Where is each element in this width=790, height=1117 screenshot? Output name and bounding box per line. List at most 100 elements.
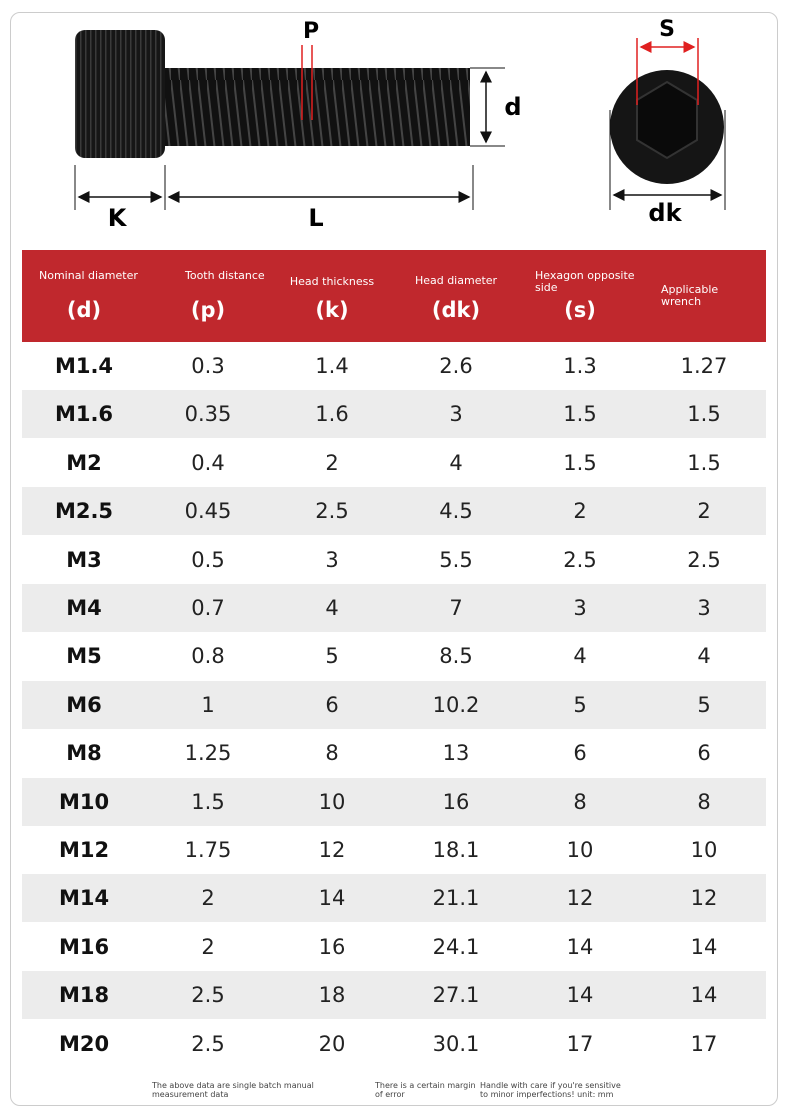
table-cell: 17 — [690, 1031, 718, 1056]
table-cell: 3 — [573, 596, 587, 620]
table-cell: 0.5 — [191, 547, 225, 572]
footer-note: There is a certain margin of error — [375, 1081, 476, 1099]
table-cell: 18 — [318, 983, 346, 1008]
table-cell: 8 — [573, 789, 587, 814]
table-cell: 1.6 — [315, 402, 349, 427]
table-cell: 10 — [318, 789, 346, 814]
table-row: M20 2.5 20 30.1 17 17 — [22, 1020, 766, 1068]
label-d: d — [504, 93, 521, 121]
table-cell: 5 — [697, 692, 711, 717]
table-cell: 2.6 — [439, 354, 473, 378]
table-cell: 4.5 — [439, 499, 473, 524]
table-row: M10 1.5 10 16 8 8 — [22, 777, 766, 826]
table-cell: 2 — [201, 934, 215, 959]
table-cell: M18 — [58, 983, 110, 1008]
table-cell: 1.3 — [563, 354, 597, 378]
table-cell: 2.5 — [563, 547, 597, 572]
table-cell: 10 — [566, 838, 594, 862]
table-cell: 20 — [318, 1031, 346, 1056]
table-cell: 8.5 — [439, 644, 473, 669]
label-s: S — [659, 17, 675, 42]
table-cell: 2 — [325, 450, 339, 475]
table-cell: 4 — [573, 644, 587, 669]
table-row: M3 0.5 3 5.5 2.5 2.5 — [22, 536, 766, 584]
table-cell: 5 — [325, 644, 339, 669]
table-cell: 2 — [697, 499, 711, 524]
header-label: Tooth distance — [185, 269, 265, 282]
header-cell: Nominal diameter (d) — [22, 250, 146, 342]
table-cell: M16 — [58, 934, 110, 959]
table-cell: 8 — [325, 741, 339, 766]
table-cell: 10 — [690, 838, 718, 862]
table-cell: 0.3 — [191, 354, 225, 378]
table-cell: 6 — [697, 741, 711, 766]
header-cell: Head thickness (k) — [270, 250, 394, 342]
table-cell: M12 — [58, 838, 110, 862]
table-cell: M2.5 — [54, 499, 114, 524]
header-symbol: (p) — [190, 298, 226, 322]
table-row: M2 0.4 2 4 1.5 1.5 — [22, 439, 766, 487]
table-cell: 14 — [566, 983, 594, 1008]
table-row: M1.6 0.35 1.6 3 1.5 1.5 — [22, 390, 766, 439]
table-cell: 0.45 — [184, 499, 232, 524]
table-cell: 12 — [318, 838, 346, 862]
table-cell: 4 — [697, 644, 711, 669]
label-k: K — [108, 204, 128, 232]
table-row: M16 2 16 24.1 14 14 — [22, 923, 766, 971]
table-cell: M2 — [66, 450, 102, 475]
table-cell: 17 — [566, 1031, 594, 1056]
table-row: M18 2.5 18 27.1 14 14 — [22, 971, 766, 1020]
table-cell: 2 — [201, 886, 215, 911]
table-cell: 1.27 — [680, 354, 728, 378]
table-cell: 0.4 — [191, 450, 225, 475]
table-cell: M6 — [66, 692, 102, 717]
table-cell: 14 — [690, 983, 718, 1008]
table-cell: 10.2 — [432, 692, 480, 717]
table-cell: 0.7 — [191, 596, 225, 620]
table-header: Nominal diameter (d) Tooth distance (p) Head… — [22, 250, 766, 342]
header-symbol: (d) — [66, 298, 102, 322]
table-cell: 12 — [690, 886, 718, 911]
table-cell: 5 — [573, 692, 587, 717]
header-cell: Hexagon opposite side (s) — [518, 250, 642, 342]
table-row: M1.4 0.3 1.4 2.6 1.3 1.27 — [22, 342, 766, 390]
table-cell: 3 — [449, 402, 463, 427]
table-cell: 2.5 — [191, 983, 225, 1008]
table-cell: 4 — [325, 596, 339, 620]
table-cell: 2.5 — [315, 499, 349, 524]
table-cell: 18.1 — [432, 838, 480, 862]
table-cell: 7 — [449, 596, 463, 620]
table-row: M4 0.7 4 7 3 3 — [22, 584, 766, 632]
bolt-head — [75, 30, 165, 158]
table-cell: 27.1 — [432, 983, 480, 1008]
table-row: M6 1 6 10.2 5 5 — [22, 680, 766, 729]
table-cell: 1.4 — [315, 354, 349, 378]
table-cell: M14 — [58, 886, 110, 911]
table-cell: 5.5 — [439, 547, 473, 572]
header-symbol: (dk) — [431, 298, 481, 322]
table-cell: 1.25 — [184, 741, 232, 766]
header-cell: Head diameter (dk) — [394, 250, 518, 342]
table-cell: 14 — [566, 934, 594, 959]
footer-note: Handle with care if you're sensitive to … — [480, 1081, 621, 1099]
table-row: M8 1.25 8 13 6 6 — [22, 729, 766, 777]
table-cell: 13 — [442, 741, 470, 766]
table-cell: M3 — [66, 547, 102, 572]
header-symbol: (k) — [315, 298, 349, 322]
label-p: P — [303, 19, 319, 44]
table-cell: 0.8 — [191, 644, 225, 669]
table-cell: 2.5 — [687, 547, 721, 572]
table-cell: 14 — [690, 934, 718, 959]
table-cell: 2.5 — [191, 1031, 225, 1056]
table-cell: M10 — [58, 789, 110, 814]
frame — [10, 12, 778, 1106]
table-row: M5 0.8 5 8.5 4 4 — [22, 632, 766, 680]
table-cell: 1 — [201, 692, 215, 717]
table-cell: M1.6 — [54, 402, 114, 427]
table-cell: 1.5 — [191, 789, 225, 814]
table-cell: 1.5 — [687, 402, 721, 427]
label-l: L — [308, 204, 323, 232]
header-label: Head thickness — [289, 275, 375, 288]
table-cell: 3 — [697, 596, 711, 620]
header-label: Head diameter — [414, 274, 498, 287]
